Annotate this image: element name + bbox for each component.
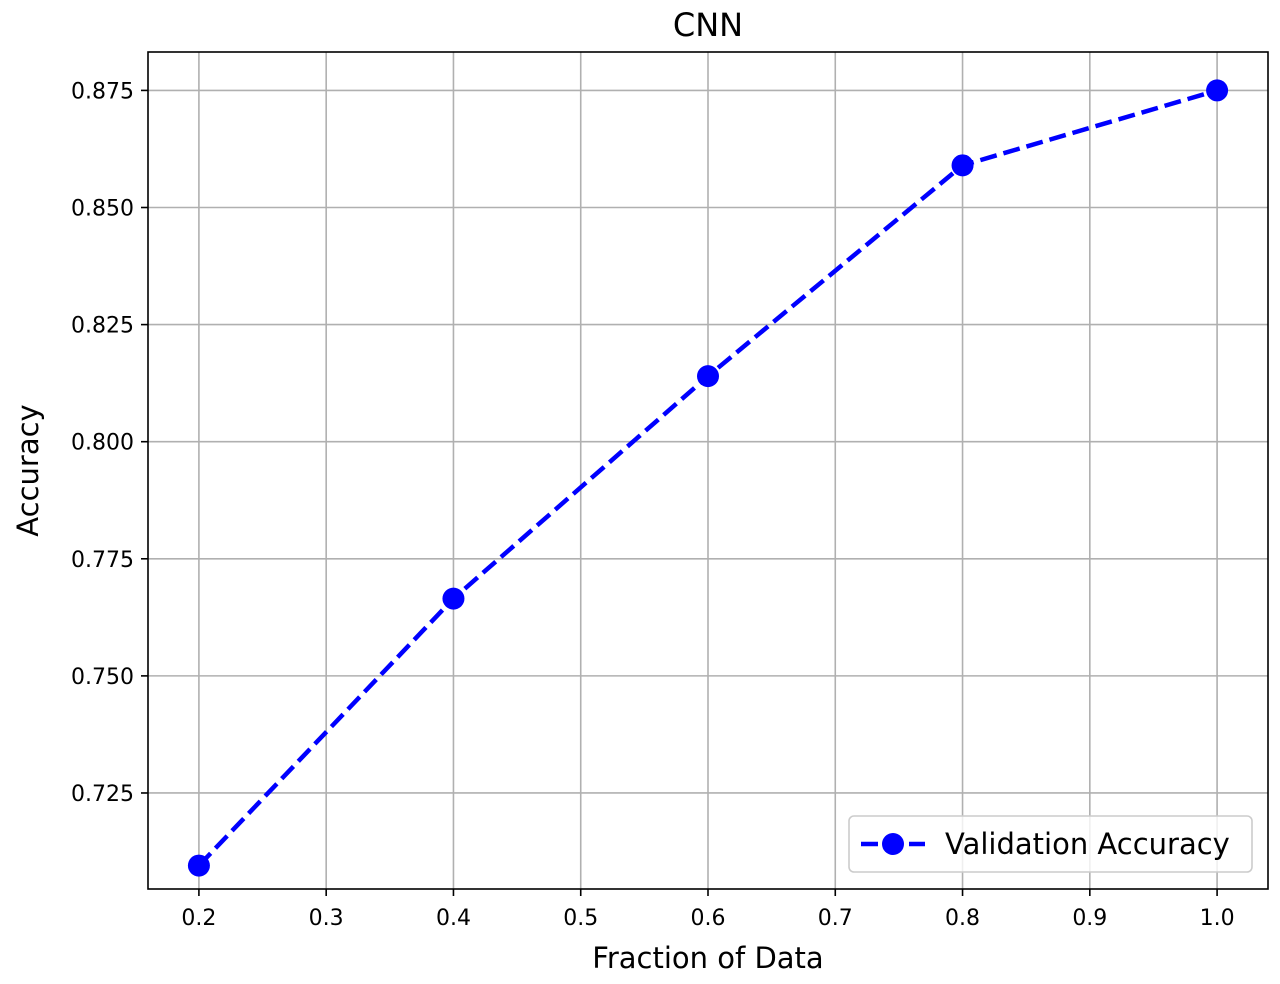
y-tick-label: 0.875: [71, 79, 134, 104]
legend-box: [848, 815, 1253, 873]
series-layer: [187, 79, 1229, 877]
chart-title: CNN: [673, 6, 743, 44]
data-point: [697, 365, 719, 388]
tick-layer: 0.2 0.3 0.4 0.5 0.6 0.7 0.8 0.9 1.0 0.725 0.750 0.7…: [71, 79, 1235, 931]
grid: [148, 52, 1268, 889]
x-tick-label: 0.6: [691, 906, 726, 931]
x-tick-label: 0.7: [818, 906, 853, 931]
x-tick-label: 0.3: [309, 906, 344, 931]
y-tick-label: 0.850: [71, 197, 134, 222]
x-tick-label: 1.0: [1200, 906, 1235, 931]
data-point: [442, 587, 465, 610]
x-tick-label: 0.5: [563, 906, 598, 931]
data-point: [951, 154, 974, 177]
y-tick-label: 0.725: [71, 782, 134, 807]
legend-marker: [882, 833, 904, 855]
y-tick-label: 0.825: [71, 314, 134, 339]
x-tick-label: 0.8: [945, 906, 980, 931]
x-tick-label: 0.9: [1072, 906, 1107, 931]
legend-label: Validation Accuracy: [945, 827, 1230, 861]
y-tick-label: 0.750: [71, 665, 134, 690]
y-tick-label: 0.800: [71, 431, 134, 456]
x-tick-label: 0.2: [181, 906, 216, 931]
x-tick-label: 0.4: [436, 906, 471, 931]
data-point: [187, 854, 210, 877]
y-axis-label: Accuracy: [11, 404, 45, 536]
legend: Validation Accuracy: [848, 815, 1253, 873]
data-point: [1206, 79, 1229, 102]
x-axis-label: Fraction of Data: [592, 941, 823, 975]
y-tick-label: 0.775: [71, 548, 134, 573]
